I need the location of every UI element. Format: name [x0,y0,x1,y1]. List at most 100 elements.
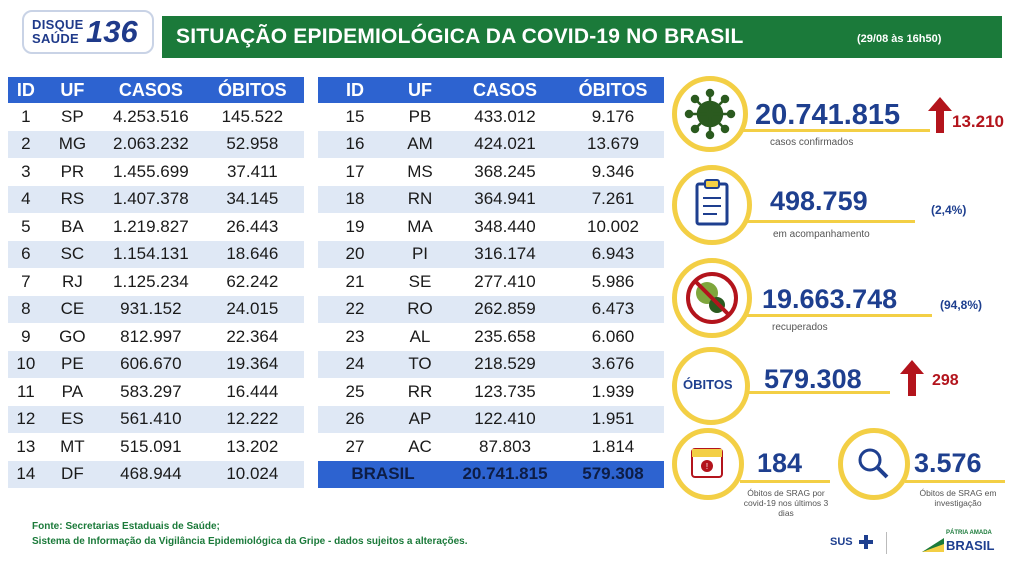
recuperados-pct: (94,8%) [940,298,983,312]
calendar-circle: ! [672,428,744,500]
table-row: 3 PR 1.455.699 37.411 [8,158,304,186]
divider-line [740,391,890,394]
table-row: 10 PE 606.670 19.364 [8,350,304,378]
table-row: 24 TO 218.529 3.676 [318,350,664,378]
svg-text:!: ! [706,462,708,471]
srag-obitos-value: 184 [757,448,803,478]
logo-top-text: DISQUE [32,17,84,32]
table-row: 7 RJ 1.125.234 62.242 [8,268,304,296]
cell-obitos: 1.939 [562,378,664,406]
divider-line [740,129,930,132]
logo-text: DISQUE SAÚDE [32,18,84,46]
cell-id: 14 [8,460,44,488]
cell-id: 16 [318,130,392,158]
cell-id: 3 [8,158,44,186]
government-logos: SUS PÁTRIA AMADA BRASIL [826,528,996,558]
cell-uf: RS [43,185,102,213]
cell-uf: DF [43,460,102,488]
cell-uf: CE [43,295,102,323]
obitos-circle: ÓBITOS [672,347,750,425]
cell-id: 15 [318,103,392,131]
cell-casos: 368.245 [448,158,562,186]
cell-obitos: 145.522 [200,103,304,131]
cell-obitos: 13.679 [562,130,664,158]
cell-id: 8 [8,295,44,323]
cell-casos: 931.152 [101,295,201,323]
cell-casos: 235.658 [448,323,562,351]
table-row: 2 MG 2.063.232 52.958 [8,130,304,158]
table-row: 8 CE 931.152 24.015 [8,295,304,323]
cell-uf: RO [392,295,448,323]
calendar-icon: ! [691,448,723,478]
cell-id: 12 [8,405,44,433]
divider-line [740,480,830,483]
cell-id: 18 [318,185,392,213]
cell-id: 17 [318,158,392,186]
cell-casos: 122.410 [448,405,562,433]
cell-uf: RJ [43,268,102,296]
logo-number: 136 [86,14,138,49]
header-casos: CASOS [101,77,201,103]
table-row: 15 PB 433.012 9.176 [318,103,664,131]
cell-uf: PI [392,240,448,268]
cell-casos: 2.063.232 [101,130,201,158]
table-header-row: ID UF CASOS ÓBITOS [8,77,304,103]
cell-obitos: 6.473 [562,295,664,323]
logo-divider [886,532,887,554]
update-date: (29/08 às 16h50) [857,33,942,45]
cell-uf: AP [392,405,448,433]
cell-casos: 468.944 [101,460,201,488]
srag-obitos-label: Óbitos de SRAG por covid-19 nos últimos … [743,488,829,518]
clipboard-icon [695,179,729,226]
obitos-badge: ÓBITOS [683,377,733,392]
table-row: 11 PA 583.297 16.444 [8,378,304,406]
table-row: 19 MA 348.440 10.002 [318,213,664,241]
cell-uf: RN [392,185,448,213]
cell-obitos: 26.443 [200,213,304,241]
table-row: 13 MT 515.091 13.202 [8,433,304,461]
confirmados-label: casos confirmados [770,137,854,148]
obitos-delta: 298 [932,372,959,389]
cell-uf: RR [392,378,448,406]
virus-circle [672,76,748,152]
table-row: 21 SE 277.410 5.986 [318,268,664,296]
cell-uf: PB [392,103,448,131]
cell-id: 27 [318,433,392,461]
cell-obitos: 16.444 [200,378,304,406]
cell-id: 24 [318,350,392,378]
cell-obitos: 9.346 [562,158,664,186]
cell-uf: MA [392,213,448,241]
cell-obitos: 62.242 [200,268,304,296]
table-row: 20 PI 316.174 6.943 [318,240,664,268]
cell-obitos: 6.943 [562,240,664,268]
arrow-up-icon [928,97,952,133]
cell-uf: AL [392,323,448,351]
acompanhamento-label: em acompanhamento [773,229,870,240]
cell-obitos: 10.024 [200,460,304,488]
cell-casos: 4.253.516 [101,103,201,131]
cell-id: 2 [8,130,44,158]
total-row: BRASIL 20.741.815 579.308 [318,460,664,488]
divider-line [905,480,1005,483]
acompanhamento-pct: (2,4%) [931,203,967,217]
total-obitos: 579.308 [562,460,664,488]
table-row: 17 MS 368.245 9.346 [318,158,664,186]
cell-obitos: 1.951 [562,405,664,433]
cell-casos: 364.941 [448,185,562,213]
cell-uf: PE [43,350,102,378]
cell-obitos: 1.814 [562,433,664,461]
cell-obitos: 52.958 [200,130,304,158]
cell-casos: 433.012 [448,103,562,131]
header-id: ID [318,77,392,103]
cell-uf: AC [392,433,448,461]
cell-casos: 348.440 [448,213,562,241]
cell-uf: SE [392,268,448,296]
search-circle [838,428,910,500]
header-uf: UF [43,77,102,103]
table-row: 22 RO 262.859 6.473 [318,295,664,323]
cell-casos: 316.174 [448,240,562,268]
cell-casos: 812.997 [101,323,201,351]
confirmados-value: 20.741.815 [755,99,901,131]
footer-source: Fonte: Secretarias Estaduais de Saúde; S… [32,519,468,549]
table-row: 5 BA 1.219.827 26.443 [8,213,304,241]
